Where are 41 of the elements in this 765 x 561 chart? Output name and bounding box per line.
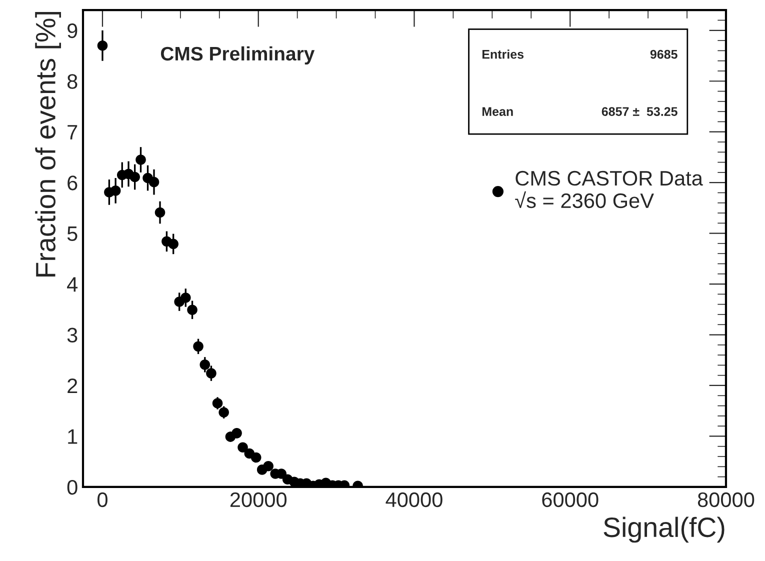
y-tick-label: 6 (68, 176, 78, 190)
point (130, 172, 140, 182)
point (97, 40, 108, 51)
point (212, 398, 223, 408)
point (110, 186, 121, 196)
y-tick-label: 3 (67, 328, 78, 343)
y-tick-label: 9 (68, 23, 78, 38)
x-tick-label: 20000 (230, 492, 287, 508)
x-axis-title: Signal(fC) (604, 516, 724, 543)
x-tick-label: 60000 (542, 492, 598, 508)
point (148, 176, 160, 188)
point (238, 442, 248, 453)
x-tick-label: 0 (98, 492, 108, 508)
point (200, 360, 210, 370)
y-tick-label: 0 (67, 480, 78, 495)
annotation: CMS Preliminary (160, 46, 315, 64)
x-tick-label: 40000 (386, 492, 442, 508)
point (180, 292, 191, 303)
legend-label: CMS CASTOR Data √s = 2360 GeV (515, 170, 703, 208)
y-tick-label: 1 (68, 429, 78, 444)
annotation: Entries (482, 50, 524, 59)
y-tick-label: 5 (67, 226, 78, 242)
point (187, 304, 198, 316)
point (250, 452, 262, 463)
y-tick-label: 4 (67, 277, 78, 292)
point (232, 428, 242, 438)
y-tick-label: 7 (68, 125, 78, 140)
y-axis-title: Fraction of events [%] (35, 12, 61, 276)
point (154, 207, 166, 218)
annotation: Mean (482, 107, 513, 116)
y-tick-label: 2 (68, 378, 78, 394)
point (168, 238, 178, 250)
point (136, 154, 146, 165)
x-tick-label: 80000 (698, 492, 754, 508)
point (263, 461, 274, 472)
y-tick-label: 8 (67, 74, 78, 89)
point (206, 368, 216, 378)
annotation: 6857 ± 53.25 (602, 107, 678, 116)
annotation: 9685 (650, 50, 678, 59)
point (193, 341, 204, 352)
point (218, 407, 229, 418)
